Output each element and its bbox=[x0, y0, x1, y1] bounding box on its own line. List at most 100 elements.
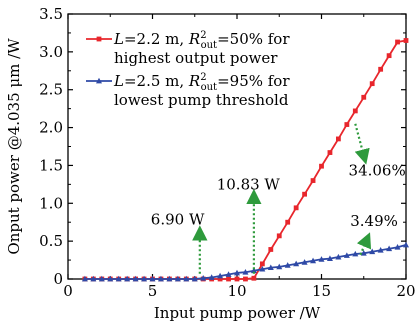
series-1-point bbox=[268, 247, 274, 252]
annotation-arrow bbox=[354, 123, 370, 165]
axis-ticks: 0 5 10 15 20 0 0.5 1.0 1.5 2.0 2.5 3.0 3.5 bbox=[39, 5, 415, 300]
series-2-point bbox=[107, 275, 114, 282]
series-2 bbox=[81, 241, 409, 282]
series-2-point bbox=[208, 274, 215, 280]
series-1-point bbox=[395, 39, 400, 45]
series-2-point bbox=[276, 263, 283, 270]
series-2-point bbox=[242, 268, 249, 275]
series-2-point bbox=[174, 275, 181, 282]
annotation-label: 6.90 W bbox=[151, 210, 205, 228]
series-1-point bbox=[352, 108, 358, 114]
x-tick-label: 10 bbox=[227, 282, 246, 300]
series-2-point bbox=[259, 265, 266, 272]
y-tick-label: 2.5 bbox=[39, 81, 63, 99]
series-1-point bbox=[310, 178, 316, 183]
y-axis-title: Onput power @4.035 μm /W bbox=[5, 38, 23, 255]
series-2-point bbox=[81, 275, 88, 282]
series-2-point bbox=[250, 267, 257, 274]
legend-marker bbox=[96, 77, 102, 84]
series-2-point bbox=[191, 275, 198, 282]
annotation-1: 6.90 W bbox=[151, 210, 208, 274]
legend-label: L=2.2 m, R2 out=50% for bbox=[113, 30, 290, 51]
annotations-layer: 6.90 W 10.83 W 34.06% 3.49% bbox=[151, 123, 406, 274]
series-2-point bbox=[132, 275, 139, 282]
series-2-point bbox=[98, 275, 105, 282]
series-1-point bbox=[234, 276, 240, 282]
series-1-point bbox=[243, 276, 248, 282]
annotation-3: 34.06% bbox=[349, 123, 406, 179]
y-tick-label: 2.0 bbox=[39, 119, 63, 137]
series-2-point bbox=[403, 241, 409, 248]
annotation-label: 3.49% bbox=[350, 212, 398, 230]
y-tick-label: 1.0 bbox=[39, 194, 63, 212]
series-2-point bbox=[310, 257, 317, 264]
annotation-4: 3.49% bbox=[350, 212, 398, 256]
series-1-point bbox=[361, 94, 367, 100]
annotation-arrow bbox=[356, 232, 372, 256]
y-tick-label: 0.5 bbox=[39, 232, 63, 250]
annotation-2: 10.83 W bbox=[217, 176, 281, 274]
x-tick-label: 15 bbox=[312, 282, 331, 300]
series-2-point bbox=[149, 275, 156, 282]
series-2-point bbox=[360, 250, 367, 256]
series-1-point bbox=[259, 261, 265, 267]
series-1-point bbox=[251, 275, 257, 281]
series-2-point bbox=[124, 275, 131, 282]
series-2-point bbox=[335, 253, 342, 260]
series-1-point bbox=[285, 219, 291, 225]
series-2-point bbox=[200, 275, 207, 281]
legend-label: L=2.5 m, R2 out=95% for bbox=[113, 72, 290, 93]
legend-label-line2: highest output power bbox=[114, 49, 278, 67]
series-1-point bbox=[403, 38, 409, 43]
series-2-point bbox=[293, 260, 300, 267]
series-2-point bbox=[141, 275, 148, 282]
series-2-point bbox=[318, 256, 325, 262]
series-1-point bbox=[302, 191, 307, 197]
series-2-point bbox=[217, 272, 224, 279]
series-1-point bbox=[336, 136, 341, 142]
series-2-point bbox=[394, 244, 401, 250]
series-2-point bbox=[301, 259, 308, 265]
series-2-point bbox=[157, 275, 164, 282]
series-1-point bbox=[217, 276, 223, 282]
series-2-point bbox=[267, 264, 274, 271]
annotation-label: 10.83 W bbox=[217, 176, 281, 194]
series-1-point bbox=[369, 81, 375, 87]
series-2-point bbox=[115, 275, 122, 282]
series-1-point bbox=[319, 163, 324, 169]
series-2-point bbox=[377, 247, 384, 253]
y-tick-label: 3.0 bbox=[39, 43, 63, 61]
series-1-point bbox=[327, 150, 333, 155]
series-2-point bbox=[326, 255, 333, 261]
series-1-point bbox=[276, 233, 282, 239]
series-2-point bbox=[225, 271, 232, 277]
y-tick-label: 0 bbox=[53, 270, 63, 288]
x-tick-label: 5 bbox=[148, 282, 158, 300]
series-1-point bbox=[344, 122, 350, 127]
series-2-point bbox=[343, 252, 350, 258]
y-tick-label: 1.5 bbox=[39, 156, 63, 174]
legend-marker bbox=[96, 36, 102, 42]
series-2-point bbox=[183, 275, 190, 282]
series-2-point bbox=[352, 250, 359, 257]
series-2-point bbox=[90, 275, 97, 282]
series-2-point bbox=[166, 275, 173, 282]
series-layer bbox=[81, 38, 409, 282]
series-2-point bbox=[386, 245, 393, 252]
series-1-point bbox=[378, 66, 384, 72]
x-axis-title: Input pump power /W bbox=[154, 304, 321, 322]
series-2-point bbox=[284, 262, 291, 268]
x-tick-label: 20 bbox=[396, 282, 415, 300]
series-1-point bbox=[293, 205, 299, 211]
x-tick-label: 0 bbox=[63, 282, 73, 300]
series-1-point bbox=[386, 53, 392, 59]
series-1-point bbox=[226, 276, 231, 282]
series-2-point bbox=[369, 248, 376, 255]
annotation-label: 34.06% bbox=[349, 161, 406, 179]
legend-label-line2: lowest pump threshold bbox=[114, 91, 289, 109]
series-2-point bbox=[234, 269, 240, 276]
